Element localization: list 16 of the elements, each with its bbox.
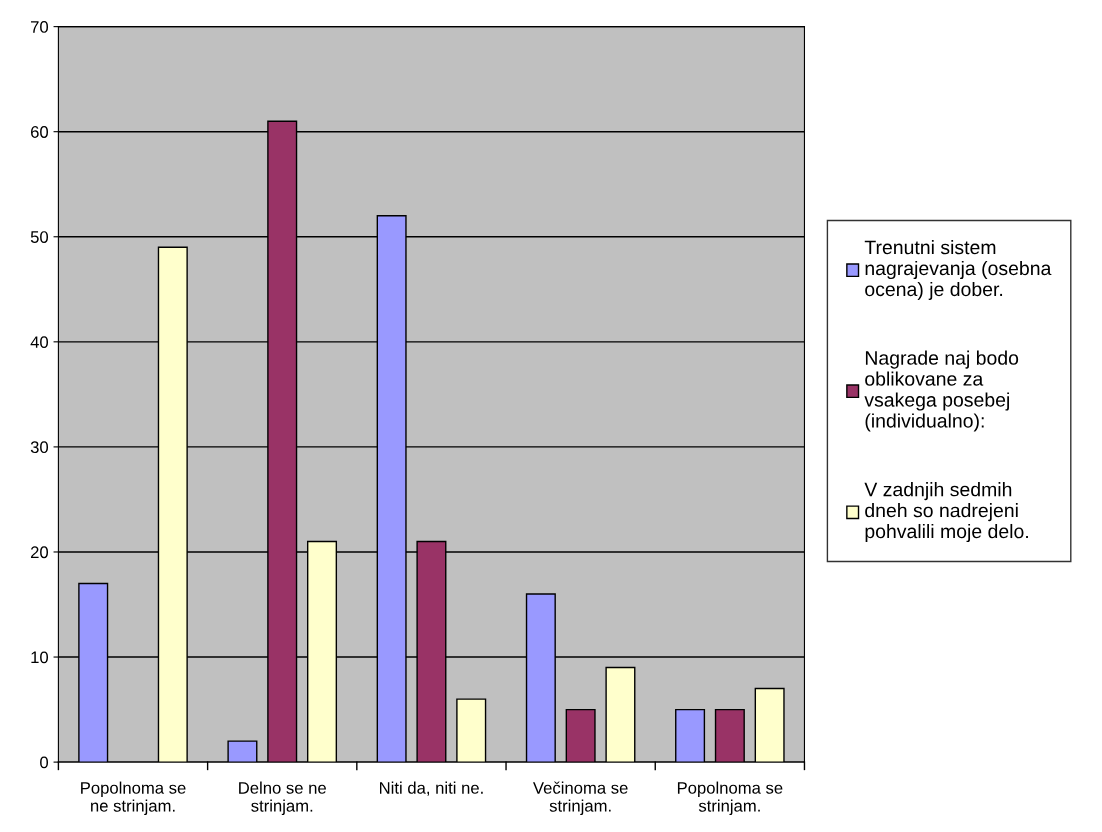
x-tick-label: Delno se ne strinjam. xyxy=(239,781,326,816)
x-tick-label: Večinoma se strinjam. xyxy=(533,781,628,816)
x-tick-label: Niti da, niti ne. xyxy=(380,781,483,796)
x-tick-label: Popolnoma se ne strinjam. xyxy=(81,781,186,816)
y-tick-label: 10 xyxy=(31,651,49,664)
y-tick-label: 50 xyxy=(30,231,49,243)
legend-label: Nagrade naj bodo oblikovane za vsakega posebej (individualno): xyxy=(864,350,1019,432)
legend-label: V zadnjih sedmih dneh so nadrejeni pohvalili moje delo. xyxy=(864,482,1028,543)
y-tick-label: 0 xyxy=(40,756,49,769)
y-tick-label: 70 xyxy=(31,21,49,33)
y-tick-label: 60 xyxy=(30,126,49,138)
legend-label: Trenutni sistem nagrajevanja (osebna ocena) je dober. xyxy=(864,239,1052,301)
y-tick-label: 30 xyxy=(30,441,49,454)
y-tick-label: 40 xyxy=(30,336,49,349)
y-tick-label: 20 xyxy=(30,546,49,559)
x-tick-label: Popolnoma se strinjam. xyxy=(677,781,783,816)
